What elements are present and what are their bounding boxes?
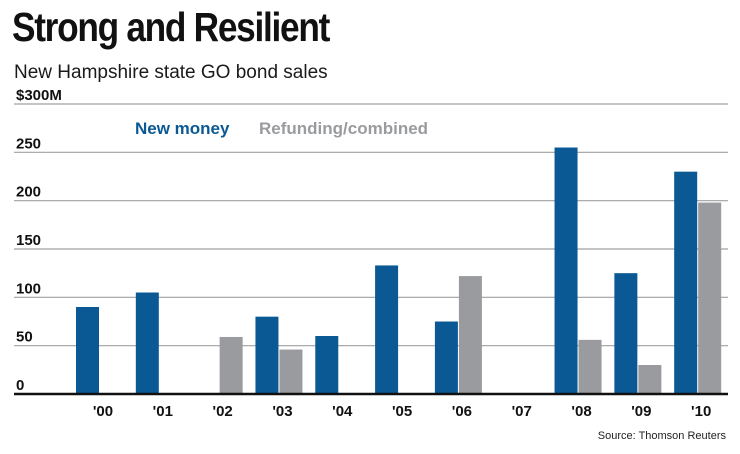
bar-new-money — [76, 307, 99, 394]
bar-refunding — [638, 365, 662, 394]
y-tick-label: 0 — [16, 377, 24, 394]
y-tick-label: 200 — [16, 184, 41, 201]
x-tick-label: '09 — [631, 403, 651, 420]
bar-new-money — [375, 265, 399, 394]
y-tick-label: 250 — [16, 135, 41, 152]
x-tick-label: '04 — [332, 403, 353, 420]
bar-refunding — [219, 336, 243, 394]
y-tick-label: 150 — [16, 232, 41, 249]
chart-subtitle: New Hampshire state GO bond sales — [14, 62, 328, 83]
y-tick-label: 100 — [16, 280, 41, 297]
x-tick-label: '10 — [691, 403, 711, 420]
x-tick-label: '03 — [272, 403, 292, 420]
bar-refunding — [578, 339, 602, 394]
bar-new-money — [674, 171, 698, 394]
legend-new-money: New money — [135, 119, 230, 138]
x-tick-label: '06 — [452, 403, 472, 420]
bar-refunding — [698, 202, 722, 394]
x-tick-label: '01 — [153, 403, 173, 420]
chart-title: Strong and Resilient — [12, 4, 330, 50]
bar-new-money — [315, 336, 339, 394]
y-tick-label: $300M — [16, 87, 62, 104]
bar-new-money — [434, 321, 458, 394]
source-note: Source: Thomson Reuters — [597, 430, 726, 442]
bar-refunding — [279, 349, 303, 394]
bar-new-money — [614, 273, 638, 394]
bar-new-money — [135, 292, 159, 394]
x-tick-label: '02 — [213, 403, 233, 420]
x-tick-label: '05 — [392, 403, 412, 420]
x-tick-label: '07 — [512, 403, 532, 420]
legend-refunding: Refunding/combined — [259, 119, 428, 138]
x-tick-label: '08 — [571, 403, 591, 420]
bar-new-money — [554, 147, 578, 394]
x-tick-label: '00 — [93, 403, 113, 420]
y-tick-label: 50 — [16, 329, 33, 346]
bar-new-money — [255, 316, 279, 394]
bar-refunding — [458, 276, 482, 394]
